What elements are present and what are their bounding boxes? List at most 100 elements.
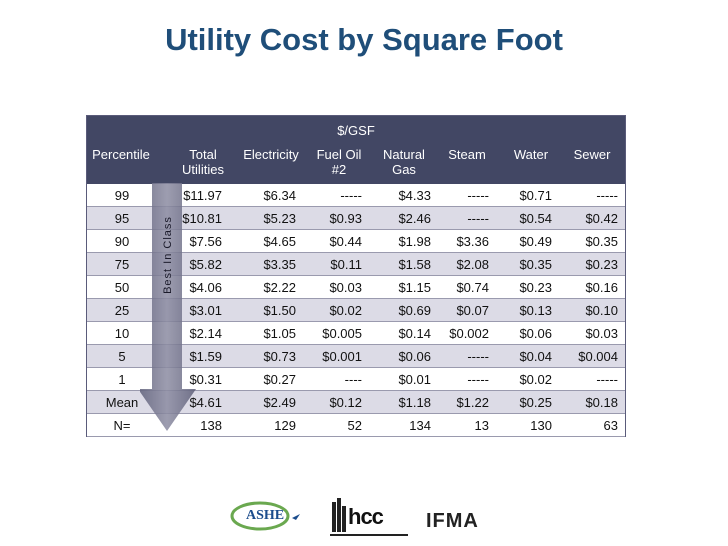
table-cell: $0.25 (519, 395, 552, 410)
table-cell: $6.34 (263, 188, 296, 203)
row-label: 95 (114, 211, 130, 226)
table-cell: $1.98 (398, 234, 431, 249)
table-cell: $1.59 (189, 349, 222, 364)
table-cell: $5.23 (263, 211, 296, 226)
table-cell: $0.31 (189, 372, 222, 387)
table-cell: $2.46 (398, 211, 431, 226)
column-header: Total Utilities (182, 147, 224, 177)
table-cell: $1.18 (398, 395, 431, 410)
row-divider (87, 413, 625, 414)
table-cell: $0.23 (585, 257, 618, 272)
row-divider (87, 390, 625, 391)
table-cell: $0.01 (398, 372, 431, 387)
row-divider (87, 206, 625, 207)
row-divider (87, 298, 625, 299)
table-cell: $1.15 (398, 280, 431, 295)
utility-cost-table: $/GSF Percentile Total Utilities Electrici… (86, 115, 626, 437)
table-cell: $0.11 (330, 257, 362, 272)
table-row: 50 $4.06 $2.22 $0.03 $1.15 $0.74 $0.23 $0.16 (87, 276, 625, 299)
column-header: Percentile (92, 147, 150, 162)
best-in-class-arrow (140, 183, 196, 431)
row-label: 90 (114, 234, 130, 249)
table-cell: $0.35 (519, 257, 552, 272)
table-cell: 130 (530, 418, 552, 433)
table-cell: 13 (474, 418, 489, 433)
row-label: Mean (105, 395, 139, 410)
row-divider (87, 229, 625, 230)
column-header: Electricity (243, 147, 299, 162)
table-cell: $0.69 (398, 303, 431, 318)
table-cell: $4.65 (263, 234, 296, 249)
table-cell: 134 (409, 418, 431, 433)
table-cell: $0.02 (519, 372, 552, 387)
table-cell: $3.35 (263, 257, 296, 272)
table-cell: $0.23 (519, 280, 552, 295)
table-row: Mean $4.61 $2.49 $0.12 $1.18 $1.22 $0.25 $0.18 (87, 391, 625, 414)
sponsor-logos: ASHE hcc IFMA (230, 498, 498, 542)
table-cell: ----- (340, 188, 362, 203)
table-cell: $0.13 (519, 303, 552, 318)
table-cell: $0.002 (449, 326, 489, 341)
table-cell: $0.74 (456, 280, 489, 295)
table-cell: $4.06 (189, 280, 222, 295)
row-divider (87, 344, 625, 345)
table-cell: ----- (596, 188, 618, 203)
row-label: 10 (114, 326, 130, 341)
table-cell: 138 (200, 418, 222, 433)
table-row: 10 $2.14 $1.05 $0.005 $0.14 $0.002 $0.06 $0.03 (87, 322, 625, 345)
table-row: 25 $3.01 $1.50 $0.02 $0.69 $0.07 $0.13 $0.10 (87, 299, 625, 322)
table-cell: $0.73 (263, 349, 296, 364)
row-label: 25 (114, 303, 130, 318)
ifma-logo: IFMA (426, 510, 496, 534)
row-divider (87, 436, 625, 437)
row-label: N= (113, 418, 131, 433)
table-cell: $1.05 (263, 326, 296, 341)
table-cell: $0.06 (519, 326, 552, 341)
table-row: 75 $5.82 $3.35 $0.11 $1.58 $2.08 $0.35 $0.23 (87, 253, 625, 276)
table-cell: ----- (596, 372, 618, 387)
table-cell: $0.93 (329, 211, 362, 226)
table-cell: $0.03 (329, 280, 362, 295)
table-cell: 52 (347, 418, 362, 433)
table-cell: $0.06 (398, 349, 431, 364)
table-cell: $3.36 (456, 234, 489, 249)
table-cell: $1.22 (456, 395, 489, 410)
row-divider (87, 275, 625, 276)
table-cell: $3.01 (189, 303, 222, 318)
table-row: 90 $7.56 $4.65 $0.44 $1.98 $3.36 $0.49 $0.35 (87, 230, 625, 253)
group-header-gsf: $/GSF (337, 123, 375, 138)
table-cell: $2.08 (456, 257, 489, 272)
table-cell: $1.50 (263, 303, 296, 318)
table-cell: ---- (344, 372, 362, 387)
row-label: 50 (114, 280, 130, 295)
ifma-logo-text: IFMA (426, 510, 479, 532)
row-label: 1 (118, 372, 126, 387)
hcc-logo-text: hcc (348, 504, 384, 529)
row-label: 99 (114, 188, 130, 203)
table-cell: $0.07 (456, 303, 489, 318)
table-cell: $7.56 (189, 234, 222, 249)
table-cell: $0.04 (519, 349, 552, 364)
table-row: 99 $11.97 $6.34 ----- $4.33 ----- $0.71 ----- (87, 184, 625, 207)
table-cell: $0.71 (519, 188, 552, 203)
table-cell: $0.001 (322, 349, 362, 364)
table-header: $/GSF Percentile Total Utilities Electrici… (87, 116, 625, 184)
table-cell: $2.14 (189, 326, 222, 341)
row-divider (87, 252, 625, 253)
table-cell: $2.22 (263, 280, 296, 295)
table-cell: $0.49 (519, 234, 552, 249)
table-cell: $5.82 (189, 257, 222, 272)
column-header: Natural Gas (383, 147, 425, 177)
table-cell: ----- (467, 211, 489, 226)
table-row: 95 $10.81 $5.23 $0.93 $2.46 ----- $0.54 $0.42 (87, 207, 625, 230)
table-cell: $4.61 (189, 395, 222, 410)
table-cell: $2.49 (263, 395, 296, 410)
table-cell: $0.16 (585, 280, 618, 295)
row-divider (87, 321, 625, 322)
table-cell: $0.14 (398, 326, 431, 341)
table-cell: $0.44 (329, 234, 362, 249)
column-header: Fuel Oil #2 (316, 147, 362, 177)
table-cell: $0.12 (329, 395, 362, 410)
table-row: N= 138 129 52 134 13 130 63 (87, 414, 625, 437)
table-cell: 129 (274, 418, 296, 433)
